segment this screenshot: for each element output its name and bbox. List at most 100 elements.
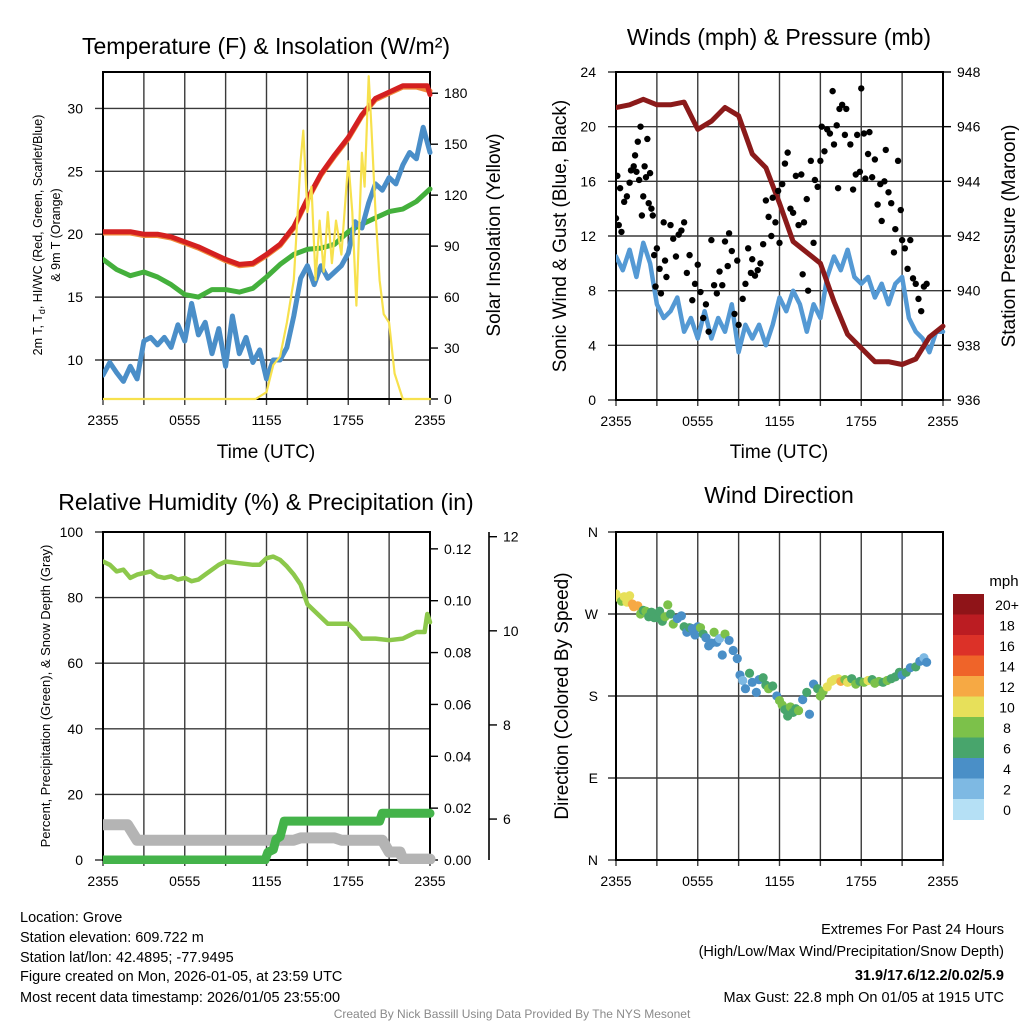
gust-point — [897, 206, 904, 214]
gust-point — [626, 179, 633, 186]
relative-humidity-line — [103, 554, 433, 643]
gust-point — [728, 247, 736, 255]
gust-point — [616, 215, 620, 222]
gust-point — [667, 221, 674, 229]
chart-title: Winds (mph) & Pressure (mb) — [627, 24, 931, 50]
plot-area — [103, 554, 436, 864]
gust-point — [641, 163, 648, 170]
wind-direction-point — [690, 630, 700, 640]
x-tick-label: 1155 — [251, 873, 281, 889]
wind-direction-point — [625, 591, 635, 601]
y-tick-label: 20 — [67, 786, 83, 802]
gust-point — [635, 176, 643, 184]
gust-point — [650, 251, 658, 259]
gust-point — [713, 290, 721, 297]
wind-direction-point — [744, 668, 755, 678]
gust-point — [652, 283, 659, 290]
colorbar-swatch — [953, 696, 984, 718]
wind-direction-point — [732, 654, 742, 664]
gust-point — [843, 105, 850, 113]
wind-direction-point — [676, 611, 687, 621]
y-axis-label: 2m T, Td, HI/WC (Red, Green, Scarlet/Blu… — [31, 115, 47, 356]
gust-point — [731, 310, 738, 318]
y2-tick-label: 948 — [957, 64, 981, 80]
gust-point — [616, 221, 622, 229]
x-tick-label: 2355 — [414, 873, 445, 889]
gust-point — [847, 141, 854, 148]
snow-depth-line — [103, 819, 436, 864]
y-tick-label: N — [588, 852, 598, 868]
gust-point — [901, 245, 909, 252]
y-tick-label: 24 — [580, 64, 596, 80]
x-tick-label: 0555 — [169, 873, 200, 889]
y2-tick-label: 0.10 — [444, 593, 471, 609]
y2-tick-label: 30 — [444, 340, 460, 356]
gust-point — [894, 157, 902, 165]
gust-point — [678, 227, 685, 234]
x-axis-label: Time (UTC) — [217, 442, 316, 463]
y2-tick-label: 946 — [957, 119, 981, 135]
colorbar-swatch — [953, 594, 984, 615]
gust-point — [642, 174, 650, 181]
y-tick-label: 20 — [67, 226, 83, 242]
gust-point — [841, 131, 849, 139]
gust-point — [892, 225, 899, 233]
gust-point — [772, 219, 779, 226]
gust-point — [818, 123, 825, 130]
gust-point — [814, 183, 821, 190]
gust-point — [853, 131, 861, 139]
recent-timestamp-text: Most recent data timestamp: 2026/01/05 2… — [20, 990, 340, 1006]
x-tick-label: 2355 — [87, 412, 118, 428]
max-gust-text: Max Gust: 22.8 mph On 01/05 at 1915 UTC — [724, 990, 1004, 1006]
gust-point — [817, 157, 824, 165]
precipitation-line — [103, 808, 435, 864]
y2-tick-label: 0.04 — [444, 748, 471, 764]
gust-point — [868, 174, 876, 181]
colorbar-label: 0 — [1003, 802, 1011, 818]
colorbar-label: 4 — [1003, 761, 1011, 777]
wind-direction-point — [724, 635, 734, 646]
gust-point — [759, 241, 767, 248]
colorbar-swatch — [953, 635, 984, 656]
gust-point — [804, 287, 812, 294]
gust-point — [721, 238, 729, 245]
y-tick-label: 15 — [67, 289, 83, 305]
colorbar-swatch — [953, 614, 984, 636]
gust-point — [856, 168, 864, 175]
x-tick-label: 0555 — [169, 412, 200, 428]
gust-point — [874, 201, 881, 208]
gust-point — [864, 150, 872, 158]
x-tick-label: 2355 — [927, 413, 958, 429]
gust-point — [888, 200, 895, 207]
colorbar-swatch — [953, 758, 984, 779]
gust-point — [909, 275, 917, 282]
plot-frame — [615, 71, 944, 401]
gust-point — [648, 205, 655, 212]
y-tick-label: 40 — [67, 721, 83, 737]
gust-point — [789, 209, 797, 216]
colorbar-swatch — [953, 655, 984, 677]
gust-point — [915, 295, 922, 303]
location-text: Location: Grove — [20, 910, 122, 926]
chart-title: Relative Humidity (%) & Precipitation (i… — [58, 489, 473, 515]
created-text: Figure created on Mon, 2026-01-05, at 23… — [20, 969, 342, 985]
wind-direction-point — [758, 673, 768, 683]
gust-point — [744, 245, 752, 252]
wind-direction-point — [768, 681, 778, 691]
gust-point — [724, 262, 731, 270]
gust-point — [702, 301, 710, 308]
colorbar-label: 12 — [999, 679, 1015, 695]
gust-point — [762, 197, 770, 204]
humidity-precip-chart: Relative Humidity (%) & Precipitation (i… — [38, 489, 519, 889]
y-tick-label: N — [588, 524, 598, 540]
wind-direction-point — [798, 695, 808, 705]
gust-point — [904, 265, 911, 272]
gust-point — [616, 172, 621, 180]
gust-point — [826, 130, 834, 137]
gust-point — [800, 219, 808, 226]
sonic-wind-line — [616, 240, 946, 355]
gust-point — [719, 282, 726, 289]
wind-direction-point — [804, 709, 815, 719]
gust-point — [751, 272, 759, 279]
gust-point — [691, 280, 699, 288]
